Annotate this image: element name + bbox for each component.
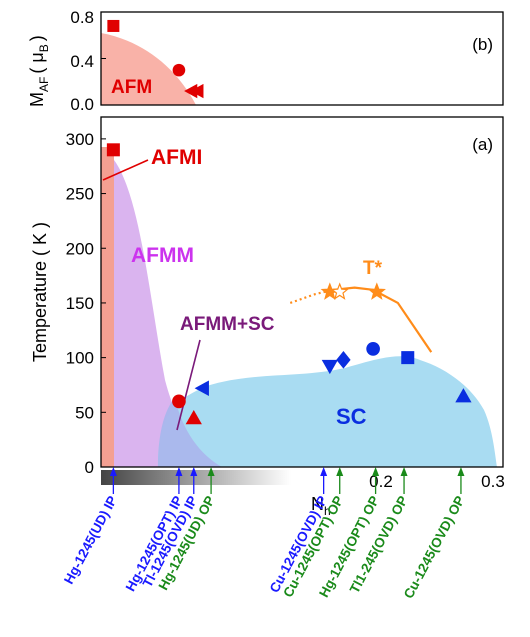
ytick-b-2: 0.8 [70, 8, 94, 27]
tc-point-5 [336, 351, 351, 369]
compound-arrow-head [336, 467, 344, 476]
sc-region [158, 356, 497, 467]
ytick-a-6: 300 [66, 130, 94, 149]
ytick-b-1: 0.4 [70, 52, 94, 71]
tc-point-7 [401, 351, 415, 365]
ytick-a-5: 250 [66, 185, 94, 204]
xtick-1: 0.3 [481, 472, 505, 491]
tc-point-8 [455, 388, 472, 403]
afm-region-b [101, 33, 196, 105]
tc-point-1 [172, 394, 186, 409]
afm-label: AFM [111, 77, 152, 98]
afmi-region [101, 147, 114, 467]
compound-arrow-head [175, 467, 183, 476]
afmm-sc-label: AFMM+SC [180, 314, 275, 335]
sc-label: SC [336, 404, 367, 429]
tstar-marker-2 [367, 282, 386, 300]
ylabel-b-unit-open: ( μ [27, 52, 47, 73]
afmm-region [101, 147, 222, 467]
tc-point-4 [321, 359, 338, 375]
ytick-a-1: 50 [75, 403, 94, 422]
compound-8: Cu-1245(OVD) OP [401, 467, 468, 601]
afm-point-0 [107, 19, 120, 32]
tstar-line [333, 286, 433, 353]
ytick-a-2: 100 [66, 349, 94, 368]
ytick-a-3: 150 [66, 294, 94, 313]
svg-text:MAF( μB): MAF ( μB) [27, 35, 51, 107]
tstar-label: T* [363, 258, 383, 279]
afm-point-1 [172, 63, 186, 77]
panel-a-frame [100, 116, 504, 468]
ytick-a-0: 0 [85, 458, 94, 477]
compound-arrow-head [372, 467, 380, 476]
compound-arrow-head [207, 467, 215, 476]
compound-arrow-head [109, 467, 117, 476]
tc-point-6 [366, 342, 380, 356]
afm-point-3 [190, 83, 204, 99]
panel-b: 0.0 0.4 0.8 (b) AFM MAF ( μB) [27, 8, 504, 114]
afmi-pointer [102, 159, 149, 181]
tc-point-0 [106, 143, 120, 157]
compound-label: Cu-1245(OVD) OP [401, 493, 468, 601]
xlabel: Nh [311, 494, 331, 518]
afmm-sc-pointer [176, 339, 201, 431]
ylabel-b-sub: AF [37, 77, 51, 92]
ylabel-b-main: M [27, 92, 47, 107]
afmm-label: AFMM [131, 244, 194, 267]
compound-arrow-head [457, 467, 465, 476]
compound-arrow-head [400, 467, 408, 476]
ylabel-a: Temperature ( K ) [30, 222, 50, 362]
ylabel-b: MAF ( μB) [27, 35, 51, 107]
tstar-marker-1 [330, 282, 349, 300]
ytick-b-0: 0.0 [70, 95, 94, 114]
panel-b-label: (b) [472, 35, 493, 54]
afmi-label: AFMI [151, 146, 202, 169]
compound-label: Hg-1245(UD) IP [61, 493, 120, 586]
compound-arrow-head [320, 467, 328, 476]
compound-arrow-head [190, 467, 198, 476]
xlabel-sub: h [324, 504, 331, 518]
tc-point-2 [185, 409, 202, 425]
doping-gradient-bar [101, 470, 291, 485]
ylabel-b-unit-close: ) [27, 35, 47, 41]
ytick-a-4: 200 [66, 239, 94, 258]
xlabel-main: N [311, 494, 324, 514]
tstar-dotted-line [289, 288, 334, 304]
tc-point-3 [194, 380, 209, 397]
afmm-sc-overlap [158, 398, 222, 467]
ylabel-b-unit-sub: B [37, 44, 51, 52]
panel-a-label: (a) [472, 135, 493, 154]
